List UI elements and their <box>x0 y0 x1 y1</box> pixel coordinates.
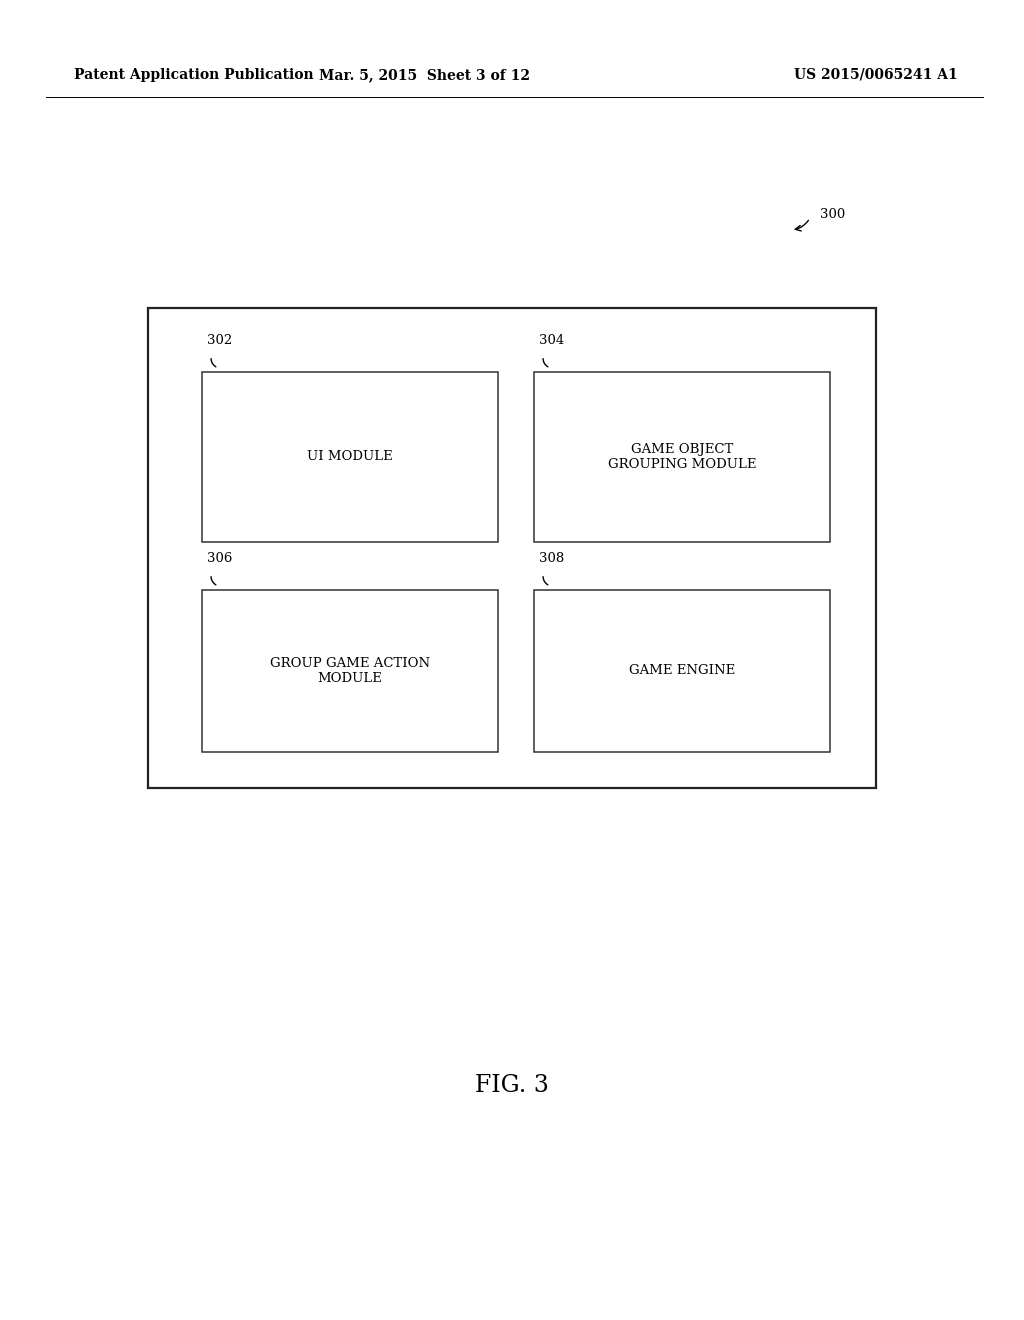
Text: 308: 308 <box>539 552 564 565</box>
Text: 302: 302 <box>207 334 232 346</box>
Text: FIG. 3: FIG. 3 <box>475 1073 549 1097</box>
Text: Patent Application Publication: Patent Application Publication <box>74 69 313 82</box>
Bar <box>202 372 498 543</box>
Bar <box>202 590 498 752</box>
Bar <box>534 590 830 752</box>
Text: UI MODULE: UI MODULE <box>307 450 393 463</box>
Bar <box>534 372 830 543</box>
Text: Mar. 5, 2015  Sheet 3 of 12: Mar. 5, 2015 Sheet 3 of 12 <box>319 69 530 82</box>
Text: GAME OBJECT
GROUPING MODULE: GAME OBJECT GROUPING MODULE <box>608 444 757 471</box>
Text: GROUP GAME ACTION
MODULE: GROUP GAME ACTION MODULE <box>270 657 430 685</box>
Text: 304: 304 <box>539 334 564 346</box>
Bar <box>148 308 876 788</box>
Text: 300: 300 <box>820 209 845 222</box>
Text: GAME ENGINE: GAME ENGINE <box>629 664 735 677</box>
Text: 306: 306 <box>207 552 232 565</box>
Text: US 2015/0065241 A1: US 2015/0065241 A1 <box>794 69 957 82</box>
